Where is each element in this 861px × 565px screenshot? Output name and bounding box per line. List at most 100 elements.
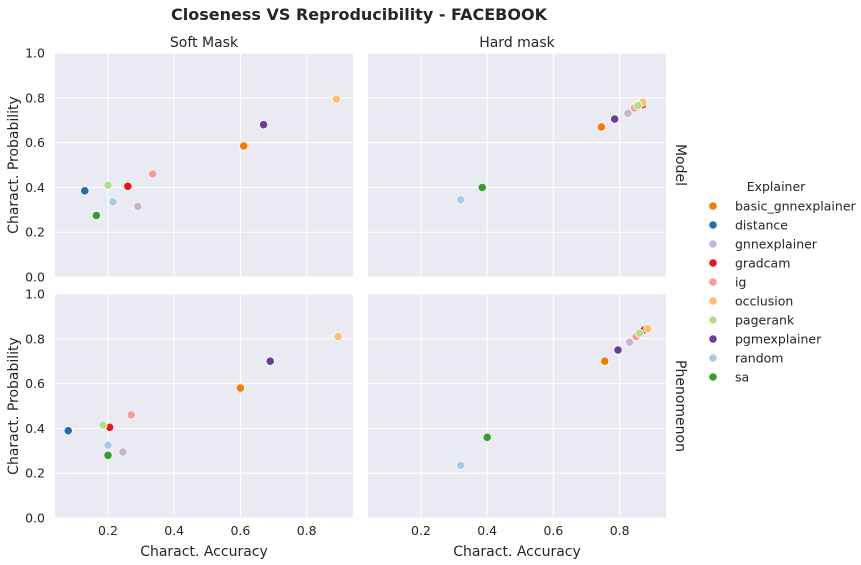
point-random [456,460,466,470]
legend-item-random: random [708,351,783,366]
panel-background [368,53,666,277]
point-random [456,195,466,205]
legend-marker [708,277,718,287]
point-basic_gnnexplainer [600,356,610,366]
point-basic_gnnexplainer [596,122,607,132]
y-axis-label: Charact. Probability [6,337,22,475]
facet-panel-model-soft-mask: Soft Mask 0.0 0.2 0.4 0.6 0.8 1.0 Charact. Prob… [6,35,353,285]
point-occlusion [331,94,342,104]
legend-item-occlusion: occlusion [708,294,793,309]
x-axis-label: Charact. Accuracy [453,544,581,560]
point-sa [482,432,492,442]
point-sa [91,210,101,220]
point-pgmexplainer [265,356,275,366]
row-title: Model [672,144,688,186]
legend-marker [708,372,718,382]
x-tick-label: 0.2 [411,523,431,538]
legend-marker [708,315,718,325]
x-tick-label: 0.6 [543,523,563,538]
legend-label: distance [735,218,788,233]
y-axis-label: Charact. Probability [6,96,22,234]
point-pagerank [103,180,113,190]
point-pagerank [634,328,645,338]
point-random [103,440,113,450]
column-title: Hard mask [479,35,555,51]
panel-background [368,294,666,518]
point-gnnexplainer [624,337,635,347]
x-tick-label: 0.4 [164,523,184,538]
point-gnnexplainer [133,201,143,212]
point-pagerank [633,101,643,111]
point-basic_gnnexplainer [235,383,246,393]
point-sa [477,182,487,192]
legend-title: Explainer [747,179,806,194]
point-basic_gnnexplainer [239,141,249,151]
legend-label: gradcam [735,256,790,271]
point-pgmexplainer [610,114,620,124]
point-random [108,197,118,207]
y-tick-label: 0.6 [25,376,45,391]
legend-item-basic_gnnexplainer: basic_gnnexplainer [708,199,857,214]
legend-marker [708,220,718,230]
row-title: Phenomenon [672,360,688,452]
legend-item-pagerank: pagerank [708,313,795,328]
x-tick-label: 0.8 [297,523,317,538]
y-tick-label: 0.8 [25,331,45,346]
legend-item-gradcam: gradcam [708,256,790,271]
y-tick-label: 0.0 [25,511,45,526]
point-occlusion [643,324,653,334]
point-pgmexplainer [258,120,269,130]
y-tick-label: 0.8 [25,90,45,105]
x-tick-label: 0.8 [610,523,630,538]
legend-label: sa [735,370,749,385]
legend-label: pagerank [735,313,795,328]
x-tick-label: 0.2 [98,523,118,538]
x-tick-label: 0.6 [230,523,250,538]
point-occlusion [333,331,343,342]
point-distance [80,186,90,196]
y-tick-label: 1.0 [25,46,45,61]
point-gnnexplainer [623,108,633,119]
legend-item-ig: ig [708,275,746,290]
legend: Explainer basic_gnnexplainer distance gnnex… [708,179,857,385]
legend-label: pgmexplainer [735,332,822,347]
legend-item-distance: distance [708,218,788,233]
facet-panel-phenomenon-hard-mask: Phenomenon 0.2 0.4 0.6 0.8 Charact. Accuracy [368,293,688,560]
legend-marker [708,296,718,306]
panel-background [55,294,353,518]
legend-label: basic_gnnexplainer [735,199,857,214]
legend-marker [708,353,718,363]
panel-background [55,53,353,277]
y-tick-label: 0.0 [25,270,45,285]
legend-marker [708,239,718,249]
legend-label: ig [735,275,746,290]
legend-item-pgmexplainer: pgmexplainer [708,332,822,347]
point-ig [126,410,136,420]
legend-label: random [735,351,783,366]
point-sa [103,450,113,460]
y-tick-label: 0.4 [25,180,45,195]
x-axis-label: Charact. Accuracy [140,544,268,560]
facet-panels: Soft Mask 0.0 0.2 0.4 0.6 0.8 1.0 Charact. Prob… [6,35,688,560]
point-gnnexplainer [118,447,128,457]
point-pgmexplainer [613,345,623,355]
legend-marker [708,334,718,344]
point-pagerank [98,420,108,430]
facet-panel-model-hard-mask: Hard mask Model [368,35,688,278]
point-gradcam [123,181,133,191]
point-ig [148,169,158,179]
chart-title: Closeness VS Reproducibility - FACEBOOK [171,5,548,24]
x-tick-label: 0.4 [477,523,497,538]
y-tick-label: 1.0 [25,287,45,302]
legend-label: occlusion [735,294,793,309]
legend-item-sa: sa [708,370,749,385]
y-tick-label: 0.6 [25,135,45,150]
y-tick-label: 0.2 [25,466,45,481]
legend-label: gnnexplainer [735,237,818,252]
y-tick-label: 0.2 [25,225,45,240]
column-title: Soft Mask [170,35,239,51]
point-distance [63,426,73,436]
legend-marker [708,201,718,211]
